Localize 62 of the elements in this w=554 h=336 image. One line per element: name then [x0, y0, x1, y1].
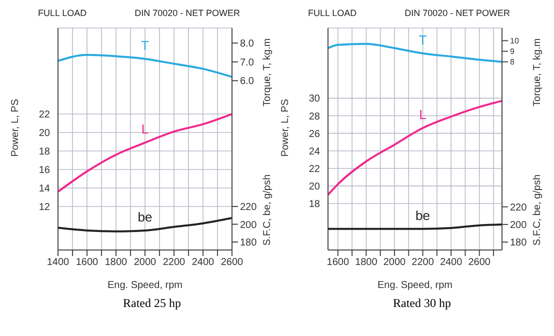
y-tick-label: 28 [308, 111, 320, 122]
series-label: L [141, 122, 149, 137]
line-series [58, 54, 232, 78]
y3-tick-label: 220 [510, 202, 528, 214]
series-label: be [416, 208, 430, 223]
y2-tick-label: 8 [510, 58, 515, 67]
series-label: T [141, 38, 150, 53]
y3-tick-label: 200 [240, 220, 258, 231]
x-tick-label: 2000 [383, 257, 406, 268]
y2-tick-label: 8.0 [240, 38, 254, 50]
series-label: be [138, 209, 152, 224]
y-tick-label: 26 [308, 128, 320, 140]
x-tick-label: 2400 [192, 257, 215, 268]
x-tick-label: 1800 [355, 257, 378, 268]
y3-tick-label: 200 [510, 220, 528, 231]
y-tick-label: 20 [38, 128, 50, 140]
y2-tick-label: 9 [510, 47, 515, 56]
y-tick-label: 12 [38, 202, 50, 214]
y-tick-label: 16 [38, 165, 50, 176]
y2-tick-label: 7.0 [240, 57, 254, 68]
y3-tick-label: 180 [510, 238, 528, 249]
y-tick-label: 30 [308, 94, 320, 105]
y-tick-label: 14 [38, 184, 50, 195]
y-tick-label: 18 [38, 146, 50, 158]
y-axis-title: Power, L, PS [10, 98, 21, 157]
x-tick-label: 1400 [46, 257, 70, 268]
y-tick-label: 22 [38, 110, 50, 121]
y3-axis-title: S.F.C, be, g/psh [532, 174, 543, 246]
y3-axis-title: S.F.C, be, g/psh [262, 174, 273, 246]
x-tick-label: 2000 [134, 257, 157, 268]
y2-axis-title: Torque, T, kg.m [262, 38, 273, 106]
chart-subtitle: DIN 70020 - NET POWER [134, 8, 240, 20]
chart-title: FULL LOAD [38, 8, 87, 20]
x-tick-label: 2600 [220, 257, 244, 268]
x-axis-title: Eng. Speed, rpm [377, 280, 453, 291]
y-axis-title: Power, L, PS [280, 98, 291, 157]
line-series [58, 113, 232, 193]
x-tick-label: 1600 [326, 257, 350, 268]
x-tick-label: 2200 [162, 257, 186, 268]
chart-title: FULL LOAD [308, 8, 357, 20]
chart-subtitle: DIN 70020 - NET POWER [404, 8, 510, 20]
series-label: T [418, 32, 427, 48]
x-tick-label: 1600 [76, 257, 99, 268]
x-tick-label: 2600 [468, 257, 491, 268]
line-series [328, 100, 502, 196]
series-label: L [419, 107, 426, 122]
y2-tick-label: 10 [510, 36, 520, 46]
y3-tick-label: 180 [240, 238, 258, 249]
y2-tick-label: 6.0 [240, 76, 254, 88]
line-series [328, 42, 502, 63]
y-tick-label: 18 [308, 199, 320, 210]
x-tick-label: 2400 [440, 257, 463, 268]
x-tick-label: 1800 [104, 257, 128, 268]
y-tick-label: 24 [308, 146, 320, 158]
text: Rated 30 hp [392, 296, 452, 311]
y2-axis-title: Torque, T, kg.m [532, 38, 543, 106]
y3-tick-label: 220 [240, 202, 258, 214]
y-tick-label: 22 [308, 164, 320, 175]
text: Rated 25 hp [122, 296, 182, 311]
x-axis-title: Eng. Speed, rpm [107, 280, 183, 291]
y-tick-label: 20 [308, 181, 320, 192]
x-tick-label: 2200 [412, 257, 434, 268]
